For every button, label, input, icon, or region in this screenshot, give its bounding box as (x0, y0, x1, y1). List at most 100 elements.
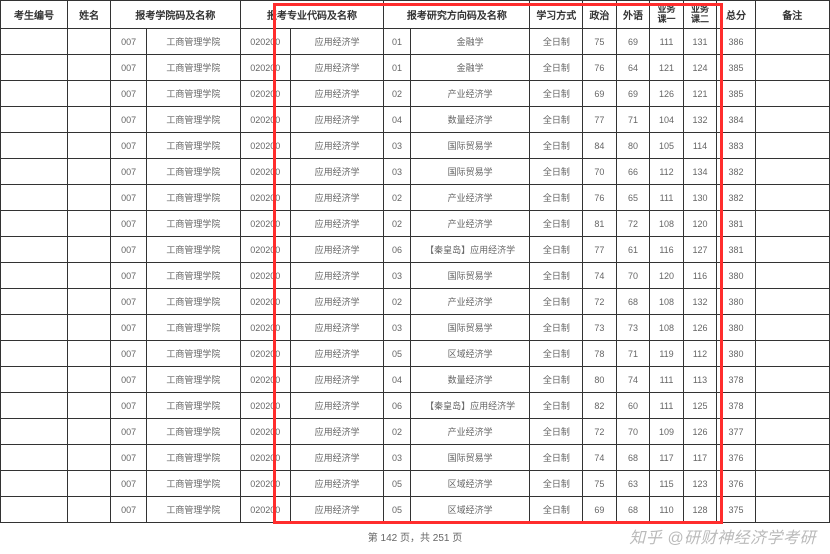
cell-name (68, 185, 111, 211)
cell-politics: 82 (583, 393, 617, 419)
cell-school-code: 007 (111, 133, 147, 159)
cell-major-code: 020200 (240, 29, 290, 55)
cell-mode: 全日制 (530, 367, 583, 393)
cell-name (68, 29, 111, 55)
cell-course2: 114 (683, 133, 717, 159)
cell-school-name: 工商管理学院 (147, 497, 240, 523)
cell-mode: 全日制 (530, 289, 583, 315)
table-row: 007工商管理学院020200应用经济学03国际贸易学全日制7470120116… (1, 263, 830, 289)
cell-total: 378 (717, 393, 755, 419)
cell-name (68, 159, 111, 185)
cell-id (1, 133, 68, 159)
cell-note (755, 263, 829, 289)
cell-course1: 117 (650, 445, 684, 471)
cell-major-code: 020200 (240, 471, 290, 497)
cell-note (755, 133, 829, 159)
cell-total: 384 (717, 107, 755, 133)
cell-course2: 128 (683, 497, 717, 523)
cell-school-name: 工商管理学院 (147, 159, 240, 185)
cell-school-code: 007 (111, 159, 147, 185)
cell-name (68, 393, 111, 419)
cell-politics: 84 (583, 133, 617, 159)
cell-dir-code: 03 (384, 263, 410, 289)
cell-dir-code: 04 (384, 107, 410, 133)
cell-foreign: 68 (616, 497, 650, 523)
cell-course1: 111 (650, 367, 684, 393)
cell-foreign: 68 (616, 289, 650, 315)
cell-dir-name: 【秦皇岛】应用经济学 (410, 393, 530, 419)
cell-dir-name: 金融学 (410, 55, 530, 81)
cell-politics: 74 (583, 445, 617, 471)
table-row: 007工商管理学院020200应用经济学04数量经济学全日制8074111113… (1, 367, 830, 393)
exam-score-table: 考生编号 姓名 报考学院码及名称 报考专业代码及名称 报考研究方向码及名称 学习… (0, 0, 830, 523)
table-row: 007工商管理学院020200应用经济学03国际贸易学全日制7468117117… (1, 445, 830, 471)
cell-major-code: 020200 (240, 393, 290, 419)
cell-note (755, 55, 829, 81)
table-row: 007工商管理学院020200应用经济学02产业经济学全日制7270109126… (1, 419, 830, 445)
cell-total: 383 (717, 133, 755, 159)
cell-foreign: 70 (616, 263, 650, 289)
hdr-mode: 学习方式 (530, 1, 583, 29)
cell-name (68, 237, 111, 263)
cell-course1: 105 (650, 133, 684, 159)
cell-mode: 全日制 (530, 185, 583, 211)
cell-mode: 全日制 (530, 471, 583, 497)
cell-school-name: 工商管理学院 (147, 445, 240, 471)
cell-name (68, 341, 111, 367)
cell-dir-code: 03 (384, 445, 410, 471)
cell-course2: 112 (683, 341, 717, 367)
cell-course2: 126 (683, 419, 717, 445)
cell-total: 381 (717, 237, 755, 263)
cell-politics: 69 (583, 497, 617, 523)
cell-school-code: 007 (111, 263, 147, 289)
cell-mode: 全日制 (530, 341, 583, 367)
cell-course1: 111 (650, 393, 684, 419)
cell-school-name: 工商管理学院 (147, 471, 240, 497)
cell-name (68, 497, 111, 523)
cell-id (1, 29, 68, 55)
cell-name (68, 367, 111, 393)
cell-dir-name: 金融学 (410, 29, 530, 55)
cell-dir-code: 06 (384, 393, 410, 419)
cell-major-name: 应用经济学 (290, 393, 383, 419)
cell-name (68, 471, 111, 497)
cell-politics: 75 (583, 471, 617, 497)
cell-course1: 110 (650, 497, 684, 523)
cell-course2: 113 (683, 367, 717, 393)
table-body: 007工商管理学院020200应用经济学01金融学全日制756911113138… (1, 29, 830, 523)
cell-foreign: 80 (616, 133, 650, 159)
cell-dir-code: 03 (384, 315, 410, 341)
cell-note (755, 445, 829, 471)
cell-total: 380 (717, 315, 755, 341)
cell-foreign: 70 (616, 419, 650, 445)
cell-course1: 108 (650, 211, 684, 237)
cell-course1: 116 (650, 237, 684, 263)
cell-course2: 130 (683, 185, 717, 211)
cell-school-name: 工商管理学院 (147, 107, 240, 133)
cell-politics: 78 (583, 341, 617, 367)
cell-major-code: 020200 (240, 55, 290, 81)
cell-school-code: 007 (111, 107, 147, 133)
cell-mode: 全日制 (530, 315, 583, 341)
hdr-foreign: 外语 (616, 1, 650, 29)
cell-total: 376 (717, 471, 755, 497)
cell-dir-code: 02 (384, 81, 410, 107)
cell-id (1, 315, 68, 341)
hdr-major: 报考专业代码及名称 (240, 1, 384, 29)
cell-major-code: 020200 (240, 419, 290, 445)
cell-politics: 72 (583, 419, 617, 445)
cell-id (1, 367, 68, 393)
cell-name (68, 315, 111, 341)
cell-total: 386 (717, 29, 755, 55)
cell-school-code: 007 (111, 445, 147, 471)
cell-course2: 132 (683, 289, 717, 315)
cell-dir-name: 国际贸易学 (410, 445, 530, 471)
table-row: 007工商管理学院020200应用经济学03国际贸易学全日制7373108126… (1, 315, 830, 341)
cell-major-code: 020200 (240, 211, 290, 237)
cell-name (68, 55, 111, 81)
cell-total: 378 (717, 367, 755, 393)
cell-dir-code: 03 (384, 159, 410, 185)
cell-dir-name: 数量经济学 (410, 107, 530, 133)
cell-dir-code: 01 (384, 29, 410, 55)
cell-major-name: 应用经济学 (290, 497, 383, 523)
